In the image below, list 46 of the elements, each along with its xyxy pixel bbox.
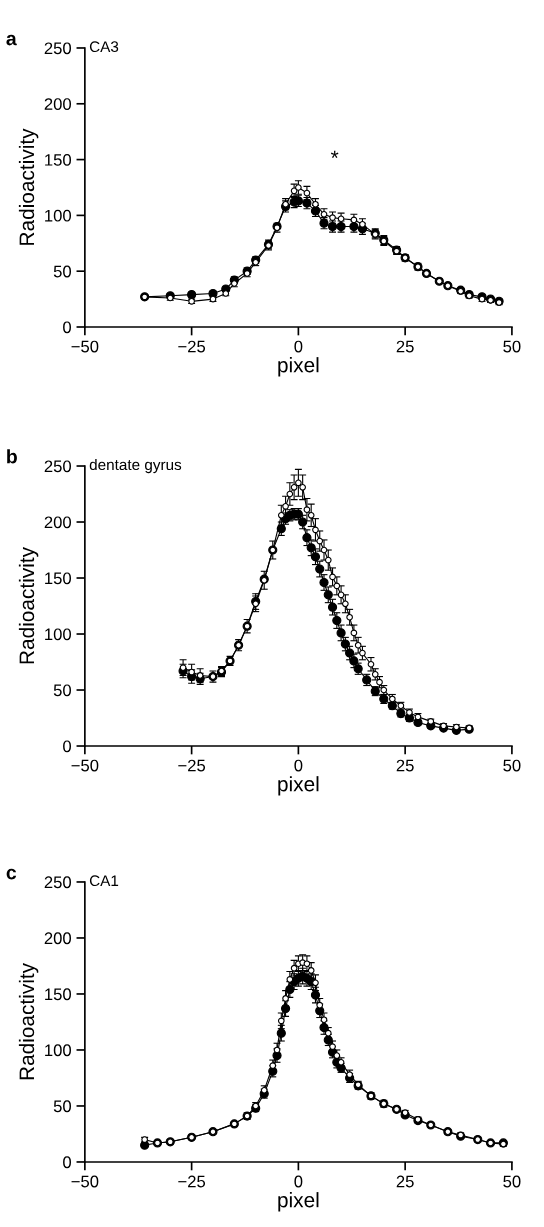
annotation: * (330, 150, 339, 158)
y-axis-title: Radioactivity (18, 547, 39, 664)
y-tick-label: 0 (63, 321, 72, 334)
y-tick-label: 50 (53, 684, 72, 697)
x-axis-title: pixel (278, 776, 319, 796)
x-tick-label: 25 (396, 759, 414, 772)
y-tick-label: 0 (63, 740, 72, 753)
x-tick-label: −50 (71, 759, 99, 772)
x-tick-label: 50 (503, 759, 521, 772)
y-tick-label: 100 (45, 1044, 72, 1057)
x-axis-title: pixel (278, 357, 319, 377)
y-tick-label: 150 (45, 988, 72, 1001)
chart-title: a (6, 34, 17, 46)
y-tick-label: 250 (44, 42, 72, 55)
y-tick-label: 250 (44, 876, 72, 889)
x-tick-label: 0 (294, 1175, 303, 1188)
y-tick-label: 100 (45, 209, 72, 222)
x-tick-label: 50 (503, 1175, 521, 1188)
x-tick-label: −25 (178, 759, 206, 772)
y-axis-title: Radioactivity (18, 962, 39, 1080)
y-tick-label: 150 (45, 153, 72, 166)
chart-title: c (6, 868, 17, 880)
y-tick-label: 50 (53, 265, 72, 278)
x-tick-label: −25 (178, 1175, 206, 1188)
y-tick-label: 50 (53, 1100, 72, 1113)
x-tick-label: −25 (178, 340, 206, 353)
y-tick-label: 250 (44, 460, 72, 473)
x-tick-label: 50 (503, 340, 521, 353)
chart-title: b (7, 449, 17, 464)
x-tick-label: 25 (396, 340, 414, 353)
y-axis-title: Radioactivity (18, 128, 39, 245)
x-tick-label: 25 (396, 1175, 414, 1188)
y-tick-label: 200 (44, 516, 72, 529)
annotation: dentate gyrus (89, 458, 182, 474)
x-tick-label: 0 (294, 340, 303, 353)
y-tick-label: 150 (45, 572, 72, 585)
x-tick-label: −50 (71, 340, 99, 353)
y-tick-label: 0 (63, 1156, 72, 1169)
y-tick-label: 200 (44, 98, 72, 110)
y-tick-label: 100 (45, 628, 72, 641)
annotation: CA3 (89, 41, 119, 53)
x-tick-label: 0 (294, 759, 303, 772)
y-tick-label: 200 (44, 932, 72, 945)
x-axis-title: pixel (278, 1192, 319, 1212)
x-tick-label: −50 (71, 1175, 99, 1188)
annotation: CA1 (89, 875, 119, 887)
